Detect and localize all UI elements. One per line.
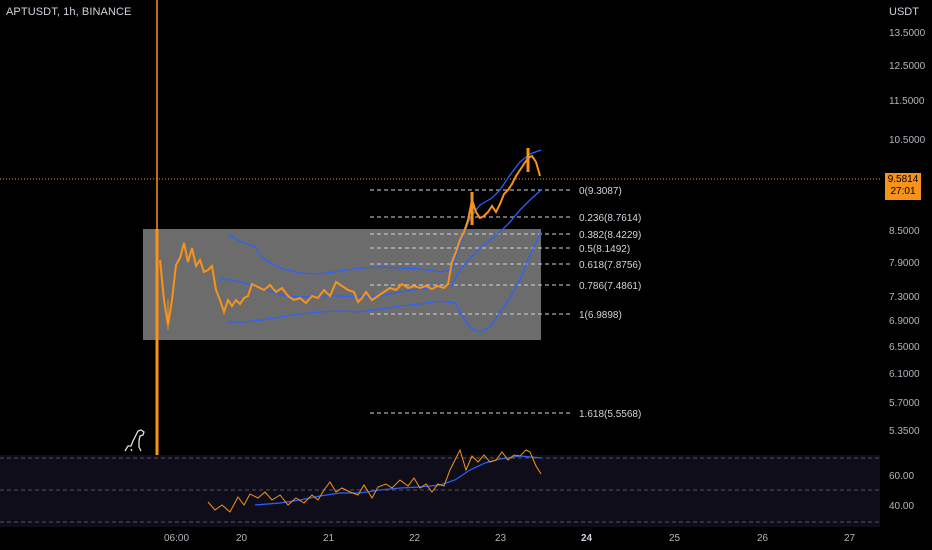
price-tick: 5.7000 [889,398,920,409]
price-tick: 7.9000 [889,258,920,269]
oscillator-tick: 40.00 [889,501,914,512]
time-tick: 24 [581,533,593,544]
price-tick: 12.5000 [889,61,926,72]
oscillator-pane [0,455,880,527]
fib-label: 0.618(7.8756) [579,260,641,271]
currency-label[interactable]: USDT [889,6,919,18]
bollinger-lower [228,231,542,333]
price-axis[interactable]: 13.5000 12.5000 11.5000 10.5000 8.5000 7… [889,28,926,512]
time-tick: 23 [495,533,507,544]
symbol-title[interactable]: APTUSDT, 1h, BINANCE [6,6,132,18]
bollinger-upper [227,149,542,275]
price-tick: 6.1000 [889,369,920,380]
time-tick: 27 [844,533,856,544]
price-tick: 10.5000 [889,135,926,146]
price-tick: 6.5000 [889,342,920,353]
oscillator-orange [207,448,542,513]
price-tick: 8.5000 [889,226,920,237]
time-tick: 21 [323,533,335,544]
last-price-value: 9.5814 [887,174,919,185]
dinosaur-icon [124,429,145,452]
range-box[interactable] [143,229,541,340]
oscillator-tick: 60.00 [889,471,914,482]
fib-label: 0.382(8.4229) [579,230,641,241]
fib-label: 0(9.3087) [579,186,622,197]
time-tick: 26 [757,533,769,544]
fib-label: 1.618(5.5568) [579,409,641,420]
price-series [159,154,541,326]
fib-label: 1(6.9898) [579,310,622,321]
fib-label: 0.786(7.4861) [579,281,641,292]
price-tick: 5.3500 [889,426,920,437]
bar-countdown: 27:01 [890,186,916,197]
time-tick: 06:00 [164,533,189,544]
price-tick: 11.5000 [889,96,925,107]
time-tick: 25 [669,533,681,544]
fib-label: 0.5(8.1492) [579,244,630,255]
last-price-badge: 9.5814 27:01 [885,173,921,200]
time-tick: 20 [236,533,248,544]
price-tick: 6.9000 [889,316,920,327]
price-tick: 7.3000 [889,292,920,303]
fib-label: 0.236(8.7614) [579,213,641,224]
price-tick: 13.5000 [889,28,926,39]
time-tick: 22 [409,533,421,544]
time-axis[interactable]: 06:00 20 21 22 23 24 25 26 27 [164,533,856,544]
